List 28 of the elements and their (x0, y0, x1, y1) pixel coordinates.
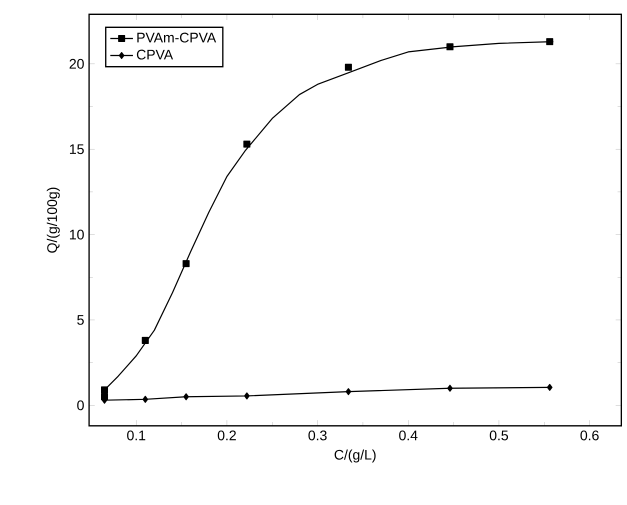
point (546, 38, 554, 46)
point (183, 393, 189, 400)
x-tick-label: 0.1 (127, 430, 146, 441)
x-tick-label: 0.2 (218, 430, 236, 441)
y-axis-title: Q/(g/100g) (46, 188, 60, 253)
x-axis-title: C/(g/L) (334, 450, 376, 463)
point (447, 384, 453, 392)
y-tick-label: 20 (70, 59, 84, 69)
y-tick-label: 15 (70, 144, 84, 154)
point (142, 337, 149, 344)
y-tick-label: 5 (77, 315, 84, 325)
point (244, 392, 250, 400)
point (100, 386, 108, 394)
y-tick-label: 0 (77, 400, 84, 410)
point (344, 64, 352, 71)
legend-label: PVAm-CPVA (137, 32, 216, 43)
x-tick-label: 0.5 (490, 430, 508, 441)
point (546, 384, 552, 392)
x-tick-label: 0.4 (399, 430, 418, 441)
point (346, 388, 352, 396)
point (142, 396, 148, 404)
legend-label: CPVA (136, 50, 174, 60)
point (182, 260, 190, 268)
point (446, 43, 454, 50)
x-tick-label: 0.3 (308, 430, 327, 441)
point (243, 140, 250, 148)
x-tick-label: 0.6 (580, 430, 599, 441)
y-tick-label: 10 (70, 230, 84, 240)
